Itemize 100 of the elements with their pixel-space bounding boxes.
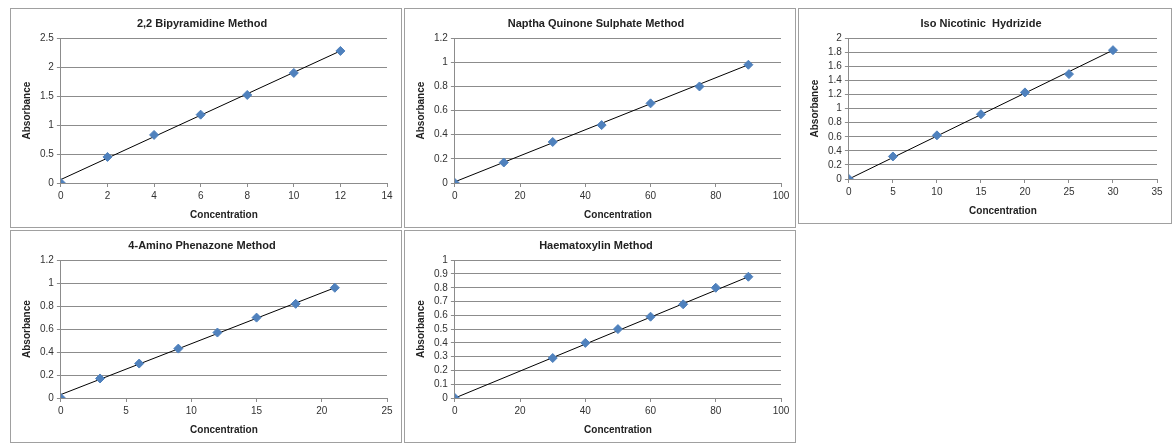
point [498, 157, 509, 168]
point [242, 89, 253, 100]
x-tick-label: 15 [251, 404, 263, 416]
point [335, 45, 346, 56]
point [251, 312, 262, 323]
point [547, 353, 558, 364]
y-tick-label: 2 [836, 31, 843, 43]
y-tick-label: 0.1 [434, 377, 449, 389]
y-tick-label: 1.2 [434, 31, 449, 43]
x-axis-title: Concentration [190, 423, 258, 435]
x-tick-label: 6 [197, 189, 204, 201]
point [710, 282, 721, 293]
point [887, 151, 898, 162]
y-tick-label: 0.6 [434, 104, 449, 116]
y-axis-title: Absorbance [20, 81, 32, 140]
x-axis-title: Concentration [584, 208, 652, 220]
point [95, 373, 106, 384]
y-axis-title: Absorbance [20, 299, 32, 358]
x-tick-label: 5 [890, 185, 897, 197]
point [612, 324, 623, 335]
x-tick-label: 0 [452, 189, 459, 201]
x-axis-title: Concentration [190, 208, 258, 220]
x-tick-label: 8 [244, 189, 251, 201]
y-tick-label: 0.7 [434, 295, 449, 307]
x-tick-label: 15 [975, 185, 987, 197]
y-tick-label: 1.5 [40, 89, 55, 101]
point [678, 299, 689, 310]
x-tick-label: 14 [381, 189, 393, 201]
y-tick-label: 0 [48, 176, 55, 188]
y-tick-label: 1 [442, 56, 449, 68]
y-tick-label: 0.2 [828, 158, 843, 170]
point [1019, 87, 1030, 98]
x-tick-label: 10 [931, 185, 943, 197]
x-tick-label: 80 [710, 404, 722, 416]
x-tick-label: 40 [579, 404, 592, 416]
x-tick-label: 20 [514, 404, 527, 416]
x-tick-label: 0 [452, 404, 459, 416]
y-tick-label: 0.4 [40, 345, 55, 357]
y-tick-label: 0.5 [40, 147, 55, 159]
point [212, 327, 223, 338]
x-tick-label: 5 [123, 404, 130, 416]
chart-title: Haematoxylin Method [539, 238, 653, 251]
x-tick-label: 40 [579, 189, 592, 201]
x-tick-label: 35 [1151, 185, 1163, 197]
y-tick-label: 1.6 [828, 60, 843, 72]
y-tick-label: 0.6 [828, 130, 843, 142]
x-tick-label: 4 [151, 189, 158, 201]
x-axis-title: Concentration [969, 204, 1037, 216]
point [173, 343, 184, 354]
point [149, 129, 160, 140]
y-tick-label: 1.4 [828, 74, 843, 86]
y-tick-label: 1.2 [40, 253, 55, 265]
point [102, 151, 113, 162]
x-tick-label: 20 [1019, 185, 1031, 197]
chart-title: Naptha Quinone Sulphate Method [507, 16, 685, 29]
point [580, 337, 591, 348]
x-tick-label: 60 [645, 189, 657, 201]
point [195, 109, 206, 120]
x-tick-label: 25 [381, 404, 393, 416]
y-tick-label: 1.2 [828, 88, 843, 100]
x-tick-label: 0 [58, 189, 65, 201]
point [288, 67, 299, 78]
chart-title: 2,2 Bipyramidine Method [136, 16, 268, 29]
y-tick-label: 0.2 [434, 152, 449, 164]
x-tick-label: 2 [104, 189, 111, 201]
point [547, 136, 558, 147]
y-tick-label: 0.2 [434, 364, 449, 376]
x-tick-label: 80 [710, 189, 722, 201]
y-axis-title: Absorbance [414, 81, 426, 140]
y-tick-label: 0 [442, 391, 449, 403]
y-tick-label: 0.4 [434, 336, 449, 348]
point [1063, 69, 1074, 80]
y-tick-label: 0.3 [434, 350, 449, 362]
y-tick-label: 0.8 [40, 299, 55, 311]
point [134, 358, 145, 369]
x-tick-label: 10 [288, 189, 300, 201]
chart-title: Iso Nicotinic Hydrizide [920, 16, 1042, 29]
x-tick-label: 25 [1063, 185, 1075, 197]
chart-title: 4-Amino Phenazone Method [128, 238, 276, 251]
x-axis-title: Concentration [584, 423, 652, 435]
y-tick-label: 0.9 [434, 267, 449, 279]
y-tick-label: 1 [442, 253, 449, 265]
y-tick-label: 1 [48, 118, 55, 130]
x-tick-label: 10 [185, 404, 198, 416]
x-tick-label: 60 [645, 404, 657, 416]
y-tick-label: 0.5 [434, 322, 449, 334]
y-tick-label: 0.6 [40, 322, 55, 334]
y-tick-label: 0.4 [828, 144, 843, 156]
point [645, 98, 656, 109]
y-tick-label: 0.8 [828, 116, 843, 128]
y-tick-label: 1 [48, 276, 55, 288]
point [975, 109, 986, 120]
y-tick-label: 0.8 [434, 281, 449, 293]
point [290, 298, 301, 309]
point [743, 271, 754, 282]
y-axis-title: Absorbance [414, 299, 426, 358]
y-tick-label: 2 [48, 60, 55, 72]
y-tick-label: 2.5 [40, 31, 55, 43]
y-tick-label: 1 [836, 102, 843, 114]
point [694, 81, 705, 92]
